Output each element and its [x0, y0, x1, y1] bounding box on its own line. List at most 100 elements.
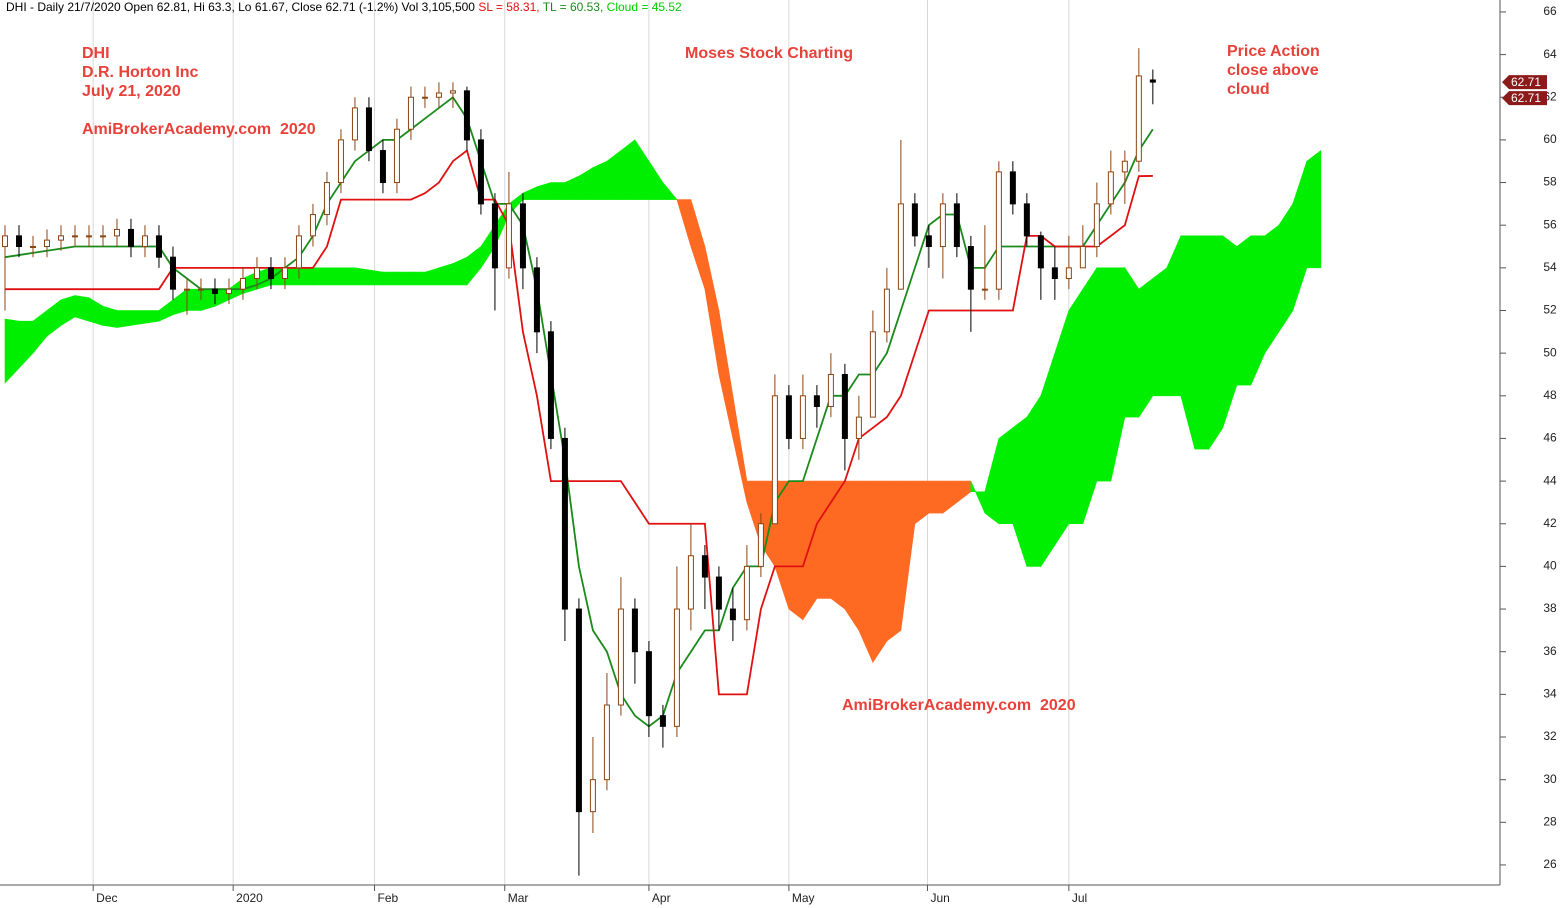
y-tick-label: 60 [1543, 132, 1557, 146]
y-tick-label: 34 [1543, 687, 1557, 701]
candle-body [1079, 246, 1086, 269]
cloud-segment [928, 480, 944, 514]
cloud-segment [1278, 202, 1294, 333]
cloud-segment [144, 310, 160, 324]
y-tick-label: 30 [1543, 772, 1557, 786]
y-tick-label: 46 [1543, 431, 1557, 445]
cloud-segment [802, 480, 818, 621]
cloud-segment [1082, 266, 1098, 524]
candle-body [953, 203, 960, 248]
candle-body [1135, 75, 1142, 162]
candle-body [309, 214, 316, 237]
price-tag [1502, 91, 1547, 106]
cloud-segment [74, 295, 90, 322]
candle-body [673, 608, 680, 727]
candle-body [1037, 235, 1044, 269]
candle-body [155, 235, 162, 258]
annotation: cloud [1227, 81, 1270, 98]
x-tick-label: Jul [1072, 891, 1087, 905]
candle-body [267, 267, 274, 280]
y-tick-label: 56 [1543, 217, 1557, 231]
candle-body [603, 704, 610, 781]
cloud-segment [816, 480, 832, 599]
candle-body [645, 651, 652, 717]
y-tick-label: 54 [1543, 260, 1557, 274]
cloud-segment [312, 267, 328, 286]
indicator-line [4, 149, 1153, 696]
cloud-segment [998, 427, 1014, 525]
header-main: DHI - Daily 21/7/2020 Open 62.81, Hi 63.… [6, 0, 475, 14]
x-tick-label: Dec [96, 891, 117, 905]
y-tick-label: 36 [1543, 644, 1557, 658]
candle-body [71, 235, 78, 238]
y-tick-label: 50 [1543, 345, 1557, 359]
y-tick-label: 52 [1543, 303, 1557, 317]
annotation: close above [1227, 62, 1319, 79]
annotation: Price Action [1227, 43, 1320, 60]
x-tick-label: Mar [508, 891, 529, 905]
cloud-segment [382, 271, 398, 286]
annotation: AmiBrokerAcademy.com 2020 [82, 121, 316, 138]
candle-body [253, 267, 260, 280]
x-tick-label: 2020 [236, 891, 263, 905]
candle-body [1121, 160, 1128, 173]
cloud-segment [858, 480, 874, 663]
candle-body [925, 235, 932, 248]
candle-body [701, 555, 708, 578]
y-tick-label: 66 [1543, 4, 1557, 18]
cloud-segment [116, 310, 132, 328]
candle-body [883, 288, 890, 333]
price-tag-label: 62.71 [1511, 75, 1541, 89]
cloud-segment [1264, 224, 1280, 355]
candle-body [729, 608, 736, 621]
candle-body [407, 96, 414, 130]
candle-body [435, 92, 442, 98]
candle-body [281, 267, 288, 280]
candle-body [869, 331, 876, 418]
cloud-segment [592, 160, 608, 200]
candle-body [1009, 171, 1016, 205]
candle-body [141, 235, 148, 248]
candle-body [813, 395, 820, 407]
candle-body [337, 139, 344, 184]
cloud-segment [368, 269, 384, 286]
annotation: DHI [82, 45, 110, 62]
candle-body [1051, 267, 1058, 280]
y-tick-label: 40 [1543, 559, 1557, 573]
header-sl: SL = 58.31, [478, 0, 539, 14]
candle-body [323, 182, 330, 216]
x-tick-label: Apr [652, 891, 671, 905]
candle-body [939, 203, 946, 248]
candle-body [799, 395, 806, 439]
candle-body [351, 107, 358, 141]
cloud-segment [788, 480, 804, 621]
candle-body [771, 395, 778, 525]
candle-body [967, 246, 974, 290]
cloud-segment [1068, 288, 1084, 525]
candle-body [169, 256, 176, 290]
candle-body [855, 416, 862, 439]
cloud-segment [1026, 394, 1042, 567]
candle-body [85, 235, 92, 238]
header-cloud: Cloud = 45.52 [607, 0, 682, 14]
cloud-segment [1208, 235, 1224, 451]
annotation: AmiBrokerAcademy.com 2020 [842, 697, 1076, 714]
cloud-segment [844, 480, 860, 632]
candle-body [379, 150, 386, 184]
candle-body [589, 779, 596, 813]
x-tick-label: Jun [930, 891, 949, 905]
candle-body [561, 437, 568, 610]
candle-body [477, 139, 484, 205]
candle-body [897, 203, 904, 290]
annotation: July 21, 2020 [82, 83, 181, 100]
x-tick-label: May [792, 891, 815, 905]
cloud-segment [186, 288, 202, 311]
cloud-segment [872, 480, 888, 664]
cloud-segment [354, 267, 370, 286]
annotation: Moses Stock Charting [685, 45, 853, 62]
candle-body [295, 235, 302, 269]
candle-body [519, 203, 526, 269]
header: DHI - Daily 21/7/2020 Open 62.81, Hi 63.… [6, 0, 682, 14]
